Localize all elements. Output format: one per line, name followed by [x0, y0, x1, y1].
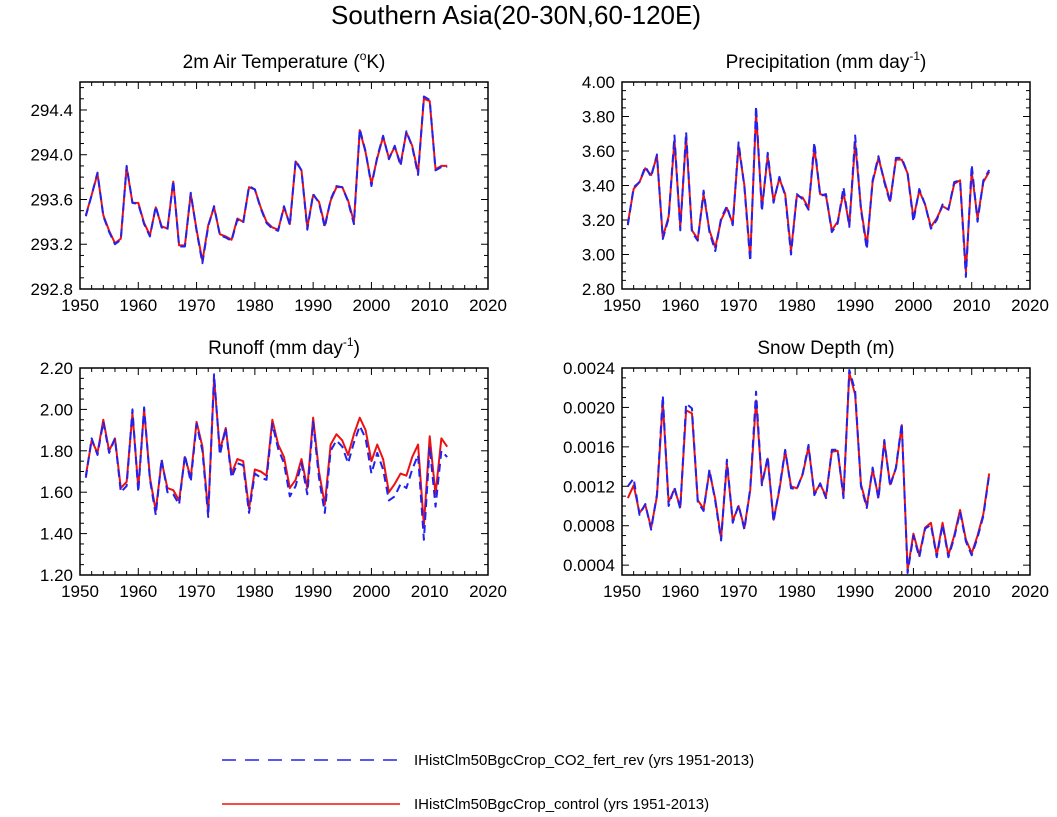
x-tick-label: 1950: [61, 582, 99, 601]
y-tick-label: 3.00: [582, 246, 615, 265]
x-tick-label: 2010: [411, 296, 449, 315]
series-line-co2-fert-rev: [84, 373, 448, 541]
panel-title: 2m Air Temperature (oK): [183, 49, 386, 73]
x-tick-label: 1950: [603, 296, 641, 315]
x-tick-label: 1980: [778, 582, 816, 601]
legend-label-co2-fert-rev: IHistClm50BgcCrop_CO2_fert_rev (yrs 1951…: [414, 752, 754, 769]
x-tick-label: 2010: [953, 296, 991, 315]
panel-title: Precipitation (mm day-1): [726, 49, 927, 73]
x-tick-label: 1950: [61, 296, 99, 315]
y-tick-label: 0.0008: [563, 517, 615, 536]
x-tick-label: 1950: [603, 582, 641, 601]
x-tick-label: 1960: [661, 296, 699, 315]
panel-air-temperature: 2m Air Temperature (oK) 1950 1960 1970 1980 1…: [30, 49, 506, 315]
panel-snow-depth: Snow Depth (m) 1950 1960 1970 1980 1990 2000 20…: [563, 338, 1049, 601]
x-tick-label: 1960: [119, 296, 157, 315]
x-tick-label: 2020: [469, 582, 507, 601]
legend-label-control: IHistClm50BgcCrop_control (yrs 1951-2013…: [414, 796, 709, 813]
x-tick-label: 1980: [778, 296, 816, 315]
y-tick-label: 3.40: [582, 177, 615, 196]
y-tick-label: 4.00: [582, 73, 615, 92]
x-tick-label: 2020: [1011, 296, 1049, 315]
y-tick-label: 0.0024: [563, 359, 615, 378]
panel-title: Runoff (mm day-1): [208, 335, 360, 359]
series-line-control: [84, 377, 449, 527]
panel-runoff: Runoff (mm day-1) 1950 1960 1970 1980 1990 200…: [40, 335, 507, 601]
y-tick-label: 3.80: [582, 108, 615, 127]
x-tick-label: 1990: [836, 296, 874, 315]
series-line-control: [84, 97, 448, 263]
y-tick-label: 0.0016: [563, 438, 615, 457]
y-tick-label: 0.0012: [563, 477, 615, 496]
x-tick-label: 1990: [836, 582, 874, 601]
x-tick-label: 1970: [720, 296, 758, 315]
y-tick-label: 3.60: [582, 142, 615, 161]
y-tick-label: 294.0: [30, 146, 73, 165]
x-tick-label: 1980: [236, 582, 274, 601]
y-tick-label: 2.80: [582, 280, 615, 299]
x-tick-label: 1960: [661, 582, 699, 601]
x-tick-label: 1970: [178, 296, 216, 315]
x-tick-label: 2020: [469, 296, 507, 315]
x-tick-label: 2000: [353, 582, 391, 601]
plot-frame: [621, 367, 1031, 576]
panel-precipitation: Precipitation (mm day-1) 1950 1960 1970 1980…: [582, 49, 1049, 315]
y-tick-label: 1.40: [40, 525, 73, 544]
y-tick-label: 293.2: [30, 235, 73, 254]
y-tick-label: 293.6: [30, 190, 73, 209]
y-tick-label: 2.00: [40, 400, 73, 419]
x-tick-label: 1990: [294, 296, 332, 315]
x-tick-label: 2000: [353, 296, 391, 315]
x-tick-label: 2020: [1011, 582, 1049, 601]
y-tick-label: 292.8: [30, 280, 73, 299]
panels: 2m Air Temperature (oK) 1950 1960 1970 1980 1…: [30, 49, 1048, 601]
series-line-co2-fert-rev: [627, 368, 991, 575]
y-tick-label: 2.20: [40, 359, 73, 378]
y-tick-label: 1.80: [40, 442, 73, 461]
y-tick-label: 3.20: [582, 211, 615, 230]
y-tick-label: 294.4: [30, 101, 73, 120]
y-tick-label: 1.20: [40, 566, 73, 585]
legend: IHistClm50BgcCrop_CO2_fert_rev (yrs 1951…: [222, 752, 754, 813]
x-tick-label: 2010: [953, 582, 991, 601]
plot-frame: [79, 81, 489, 290]
x-tick-label: 1970: [178, 582, 216, 601]
series-line-co2-fert-rev: [626, 105, 991, 278]
y-tick-label: 1.60: [40, 483, 73, 502]
y-tick-label: 0.0020: [563, 398, 615, 417]
x-tick-label: 1960: [119, 582, 157, 601]
x-tick-label: 2010: [411, 582, 449, 601]
series-line-co2-fert-rev: [84, 95, 448, 265]
x-tick-label: 2000: [895, 582, 933, 601]
figure-title: Southern Asia(20-30N,60-120E): [331, 0, 701, 30]
x-tick-label: 1970: [720, 582, 758, 601]
x-tick-label: 2000: [895, 296, 933, 315]
x-tick-label: 1980: [236, 296, 274, 315]
x-tick-label: 1990: [294, 582, 332, 601]
panel-title: Snow Depth (m): [757, 338, 894, 359]
y-tick-label: 0.0004: [563, 556, 615, 575]
